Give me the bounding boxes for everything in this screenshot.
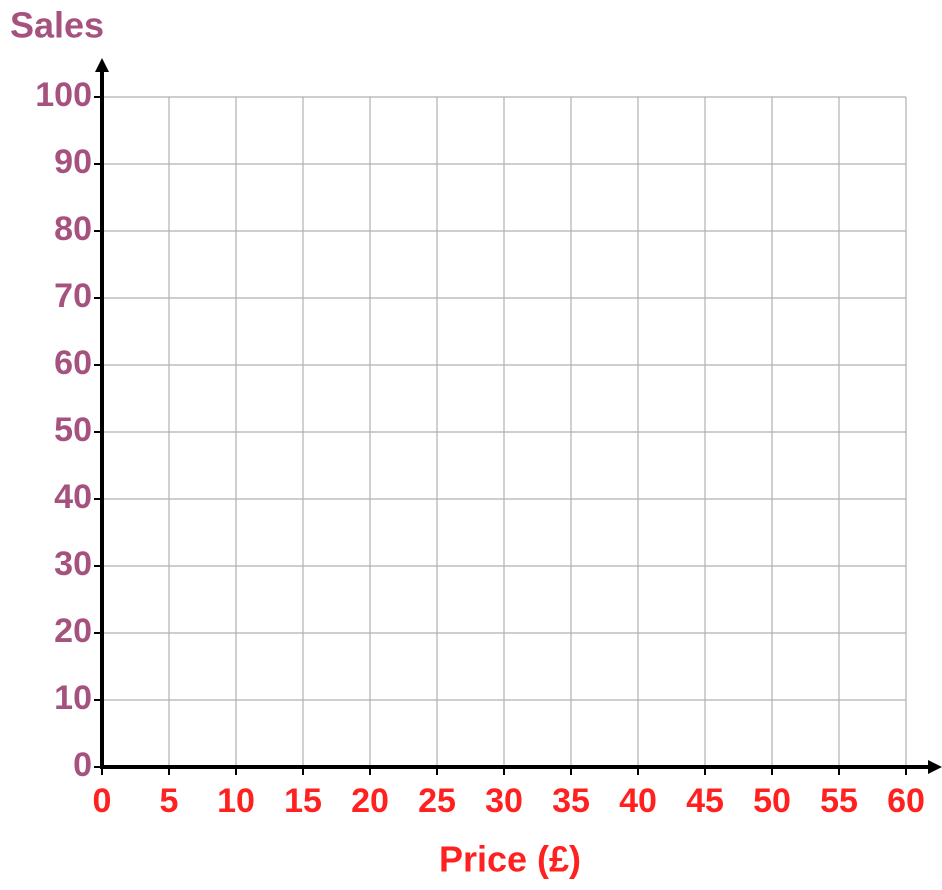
x-tick-label: 30	[485, 782, 523, 820]
y-tick-label: 50	[54, 411, 92, 449]
x-tick-label: 45	[686, 782, 724, 820]
x-tick-label: 5	[160, 782, 179, 820]
y-tick-label: 20	[54, 612, 92, 650]
x-tick-label: 35	[552, 782, 590, 820]
x-tick-label: 55	[820, 782, 858, 820]
y-tick-label: 10	[54, 679, 92, 717]
x-tick-label: 15	[284, 782, 322, 820]
x-tick-label: 25	[418, 782, 456, 820]
y-tick-label: 70	[54, 277, 92, 315]
x-tick-label: 10	[217, 782, 255, 820]
y-tick-label: 90	[54, 143, 92, 181]
y-tick-label: 100	[35, 76, 92, 114]
y-tick-label: 0	[73, 746, 92, 784]
x-tick-label: 40	[619, 782, 657, 820]
x-tick-label: 50	[753, 782, 791, 820]
x-tick-label: 0	[93, 782, 112, 820]
y-tick-label: 40	[54, 478, 92, 516]
y-axis-arrow	[95, 58, 109, 72]
x-axis-label: Price (£)	[439, 839, 581, 880]
x-tick-label: 60	[887, 782, 925, 820]
x-axis-arrow	[928, 760, 942, 774]
y-tick-label: 60	[54, 344, 92, 382]
y-tick-label: 30	[54, 545, 92, 583]
x-tick-label: 20	[351, 782, 389, 820]
y-tick-label: 80	[54, 210, 92, 248]
y-axis-label: Sales	[10, 5, 104, 46]
